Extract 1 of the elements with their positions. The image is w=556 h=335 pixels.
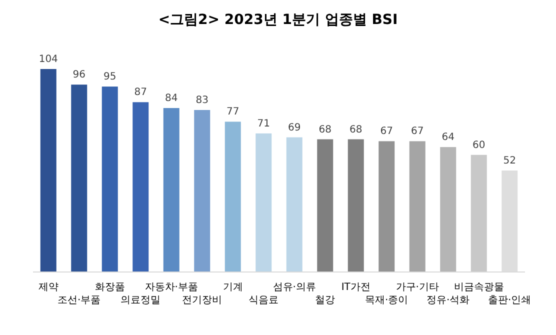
title: <그림2> 2023년 1분기 업종별 BSI <box>158 12 398 28</box>
